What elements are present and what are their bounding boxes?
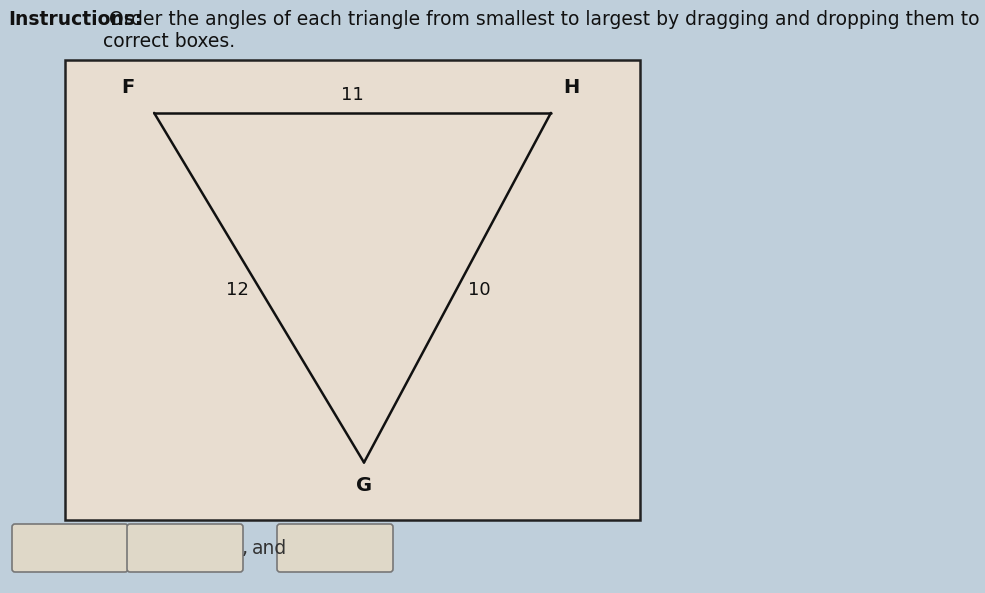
Text: 11: 11 (341, 85, 363, 104)
FancyBboxPatch shape (12, 524, 128, 572)
Text: H: H (562, 78, 579, 97)
FancyBboxPatch shape (277, 524, 393, 572)
Text: F: F (121, 78, 135, 97)
Text: ,: , (242, 538, 248, 557)
Text: and: and (252, 538, 288, 557)
Text: Instructions:: Instructions: (8, 10, 143, 29)
Text: Order the angles of each triangle from smallest to largest by dragging and dropp: Order the angles of each triangle from s… (103, 10, 985, 51)
Bar (65, 60, 640, 520)
Text: G: G (356, 476, 372, 495)
Text: 10: 10 (468, 281, 491, 299)
Text: 12: 12 (227, 281, 249, 299)
FancyBboxPatch shape (127, 524, 243, 572)
